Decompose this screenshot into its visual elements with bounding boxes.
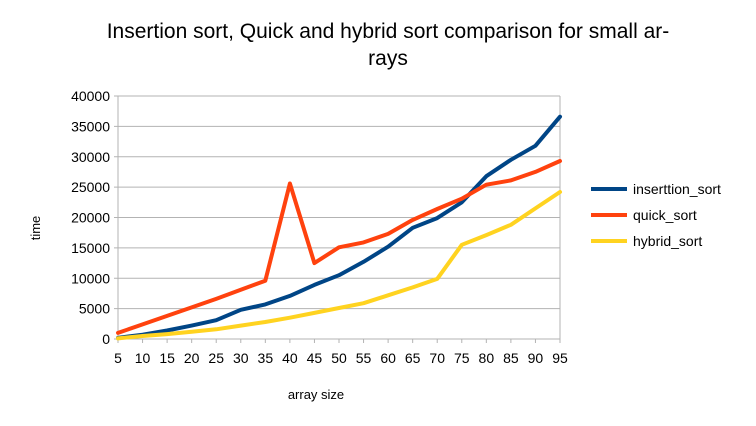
series-line-hybrid-sort — [116, 190, 562, 341]
legend-swatch-hybrid-sort — [591, 239, 627, 243]
legend-swatch-quick-sort — [591, 213, 627, 217]
legend-label-quick-sort: quick_sort — [633, 207, 697, 223]
y-tick-label: 25000 — [71, 179, 110, 195]
chart-title-line-2: rays — [368, 47, 408, 70]
x-tick-label: 80 — [479, 350, 495, 366]
y-tick-labels: 0 5000 10000 15000 20000 25000 30000 35000 40000 — [71, 88, 110, 347]
x-tick-label: 30 — [233, 350, 249, 366]
x-tick-label: 10 — [135, 350, 151, 366]
series-line-quick-sort — [116, 159, 562, 335]
axes — [114, 95, 561, 343]
x-tick-label: 65 — [405, 350, 421, 366]
x-tick-label: 15 — [159, 350, 175, 366]
y-tick-label: 30000 — [71, 149, 110, 165]
x-tick-label: 60 — [380, 350, 396, 366]
x-tick-label: 85 — [503, 350, 519, 366]
x-tick-label: 95 — [552, 350, 568, 366]
x-tick-label: 50 — [331, 350, 347, 366]
legend-label-hybrid-sort: hybrid_sort — [633, 233, 703, 249]
gridlines — [118, 95, 560, 340]
y-tick-label: 0 — [102, 331, 110, 347]
y-tick-label: 35000 — [71, 118, 110, 134]
legend: inserttion_sort quick_sort hybrid_sort — [591, 176, 721, 254]
y-tick-label: 5000 — [79, 301, 110, 317]
x-tick-labels: 5 10 15 20 25 30 35 40 45 50 55 60 65 70 75 80 85 90 95 — [114, 350, 568, 366]
y-tick-label: 20000 — [71, 210, 110, 226]
y-tick-label: 10000 — [71, 270, 110, 286]
x-tick-label: 55 — [356, 350, 372, 366]
x-tick-label: 40 — [282, 350, 298, 366]
x-tick-label: 35 — [258, 350, 274, 366]
legend-item-inserttion-sort: inserttion_sort — [591, 176, 721, 202]
chart-title-line-1: Insertion sort, Quick and hybrid sort co… — [106, 20, 670, 43]
x-tick-label: 75 — [454, 350, 470, 366]
x-tick-label: 90 — [528, 350, 544, 366]
chart-title: Insertion sort, Quick and hybrid sort co… — [60, 18, 716, 72]
series-line-inserttion-sort — [116, 114, 562, 340]
x-tick-label: 20 — [184, 350, 200, 366]
legend-label-inserttion-sort: inserttion_sort — [633, 181, 721, 197]
y-axis-title: time — [28, 216, 43, 241]
x-tick-label: 70 — [429, 350, 445, 366]
legend-item-quick-sort: quick_sort — [591, 202, 721, 228]
legend-item-hybrid-sort: hybrid_sort — [591, 228, 721, 254]
x-tick-label: 25 — [208, 350, 224, 366]
x-axis-title: array size — [288, 387, 344, 402]
y-tick-label: 15000 — [71, 240, 110, 256]
x-tick-label: 45 — [307, 350, 323, 366]
legend-swatch-inserttion-sort — [591, 187, 627, 191]
x-tick-label: 5 — [114, 350, 122, 366]
y-tick-label: 40000 — [71, 88, 110, 104]
series-lines — [116, 114, 562, 341]
